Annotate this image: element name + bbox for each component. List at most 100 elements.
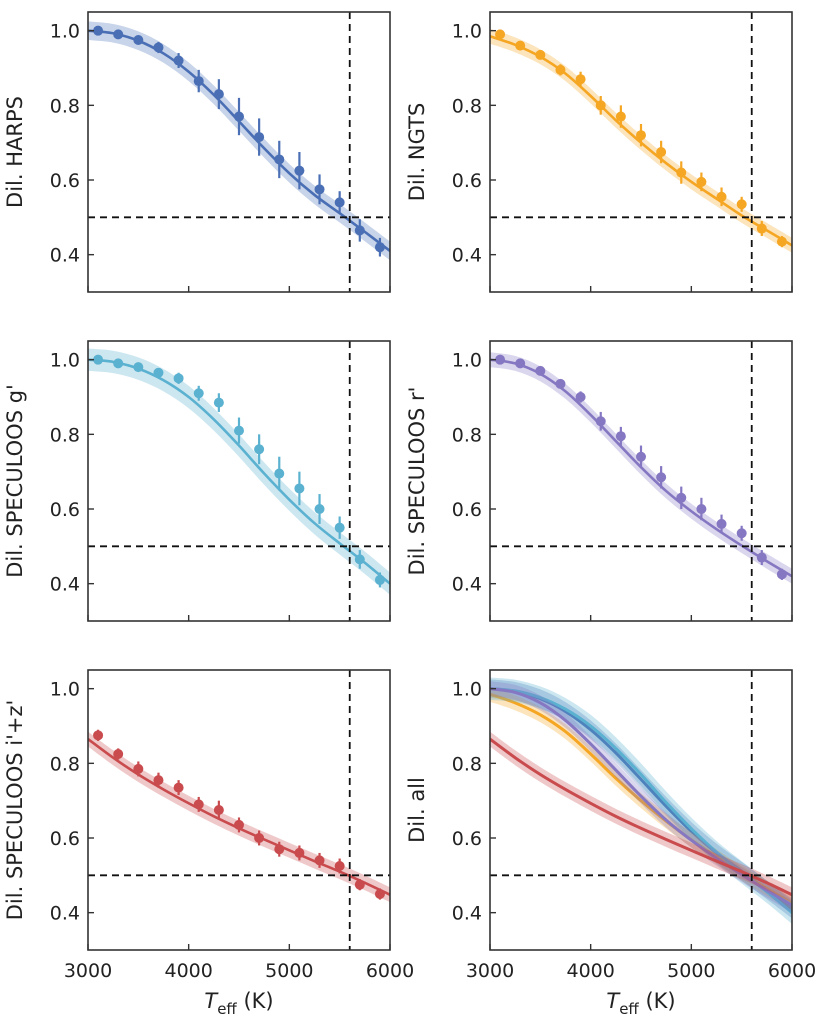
axes-frame: [87, 11, 391, 293]
data-point: [274, 154, 285, 165]
data-point: [193, 799, 204, 810]
x-axis-label-symbol: T: [606, 989, 621, 1013]
y-tick-label: 0.4: [452, 574, 482, 596]
data-point: [113, 749, 124, 759]
data-point: [636, 130, 646, 141]
plot-area: [88, 348, 390, 595]
data-point: [736, 528, 747, 539]
data-point: [595, 416, 606, 427]
data-point: [193, 76, 204, 87]
x-tick-label: 4000: [164, 960, 212, 982]
data-point: [696, 504, 707, 514]
y-tick-label: 0.4: [50, 574, 80, 596]
data-point: [756, 223, 767, 234]
y-tick-label: 1.0: [50, 679, 80, 701]
data-point: [173, 373, 184, 384]
plot-area: [88, 729, 390, 903]
data-point: [555, 64, 566, 75]
x-axis-label-subscript: eff: [619, 1000, 639, 1018]
data-point: [153, 42, 164, 53]
data-point: [294, 483, 305, 494]
data-point: [213, 805, 224, 815]
data-point: [535, 365, 546, 376]
data-point: [173, 55, 184, 66]
data-point: [535, 49, 546, 60]
x-tick-label: 4000: [566, 960, 614, 982]
data-point: [615, 111, 626, 122]
x-axis-label: Teff (K): [606, 989, 675, 1018]
data-point: [656, 147, 667, 157]
data-point: [153, 367, 164, 378]
data-point: [776, 569, 787, 580]
panel-4: 0.4 0.6 0.8 1.0 Dil. SPECULOOS r': [405, 340, 793, 622]
model-band: [88, 348, 390, 595]
y-tick-label: 0.6: [50, 170, 80, 192]
x-axis-label-symbol: T: [204, 989, 219, 1013]
data-point: [756, 552, 767, 563]
data-point: [274, 468, 285, 479]
panel-3: 0.4 0.6 0.8 1.0 Dil. SPECULOOS g': [3, 340, 391, 622]
data-point: [575, 74, 586, 85]
x-axis-label-unit: (K): [639, 989, 676, 1013]
x-tick-label: 5000: [667, 960, 715, 982]
y-tick-label: 0.8: [452, 753, 482, 775]
plot-area: [88, 21, 390, 261]
data-point: [254, 833, 265, 843]
data-point: [334, 522, 345, 533]
y-axis-label: Dil. SPECULOOS g': [3, 384, 27, 578]
data-point: [374, 889, 385, 899]
y-tick-label: 0.8: [452, 424, 482, 446]
y-tick-label: 0.6: [452, 499, 482, 521]
data-point: [676, 167, 687, 178]
data-point: [314, 184, 325, 195]
data-point: [515, 40, 526, 51]
plot-area: [490, 677, 792, 924]
data-point: [716, 518, 727, 529]
y-tick-label: 0.4: [50, 903, 80, 925]
x-tick-label: 5000: [265, 960, 313, 982]
data-point: [173, 782, 184, 793]
y-tick-label: 1.0: [452, 21, 482, 43]
data-point: [314, 855, 325, 866]
series-5-band: [490, 731, 792, 903]
y-tick-label: 0.8: [50, 95, 80, 117]
axes-frame: [87, 340, 391, 622]
y-axis-label: Dil. HARPS: [3, 96, 27, 208]
axes-frame: [489, 669, 793, 951]
data-point: [93, 25, 104, 36]
data-point: [294, 165, 305, 176]
series-4-line: [490, 687, 792, 907]
data-point: [93, 354, 104, 365]
data-point: [354, 225, 365, 236]
panel-6: 0.4 0.6 0.8 1.0 3000 4000 5000 6000 Dil. all Teff…: [405, 669, 816, 1018]
y-tick-label: 1.0: [50, 350, 80, 372]
y-tick-label: 0.8: [452, 95, 482, 117]
data-point: [93, 730, 104, 741]
data-point: [334, 197, 345, 208]
data-point: [495, 354, 506, 365]
y-tick-label: 0.4: [50, 245, 80, 267]
data-point: [776, 236, 787, 247]
axes-frame: [489, 340, 793, 622]
data-point: [153, 775, 164, 786]
plot-area: [490, 352, 792, 584]
y-tick-label: 0.4: [452, 903, 482, 925]
data-point: [314, 504, 325, 514]
y-tick-label: 0.8: [50, 753, 80, 775]
data-point: [595, 100, 606, 111]
y-tick-label: 1.0: [452, 679, 482, 701]
data-point: [716, 191, 727, 202]
model-band: [88, 21, 390, 261]
panel-2: 0.4 0.6 0.8 1.0 Dil. NGTS: [405, 11, 793, 293]
model-band: [88, 731, 390, 903]
data-point: [374, 242, 385, 253]
x-axis-label: Teff (K): [204, 989, 273, 1018]
x-tick-label: 3000: [64, 960, 112, 982]
axes-frame: [489, 11, 793, 293]
data-point: [676, 492, 687, 503]
y-axis-label: Dil. SPECULOOS r': [405, 387, 429, 576]
x-tick-label: 6000: [366, 960, 414, 982]
data-point: [113, 358, 124, 369]
plot-area: [490, 28, 792, 253]
data-point: [193, 388, 204, 399]
